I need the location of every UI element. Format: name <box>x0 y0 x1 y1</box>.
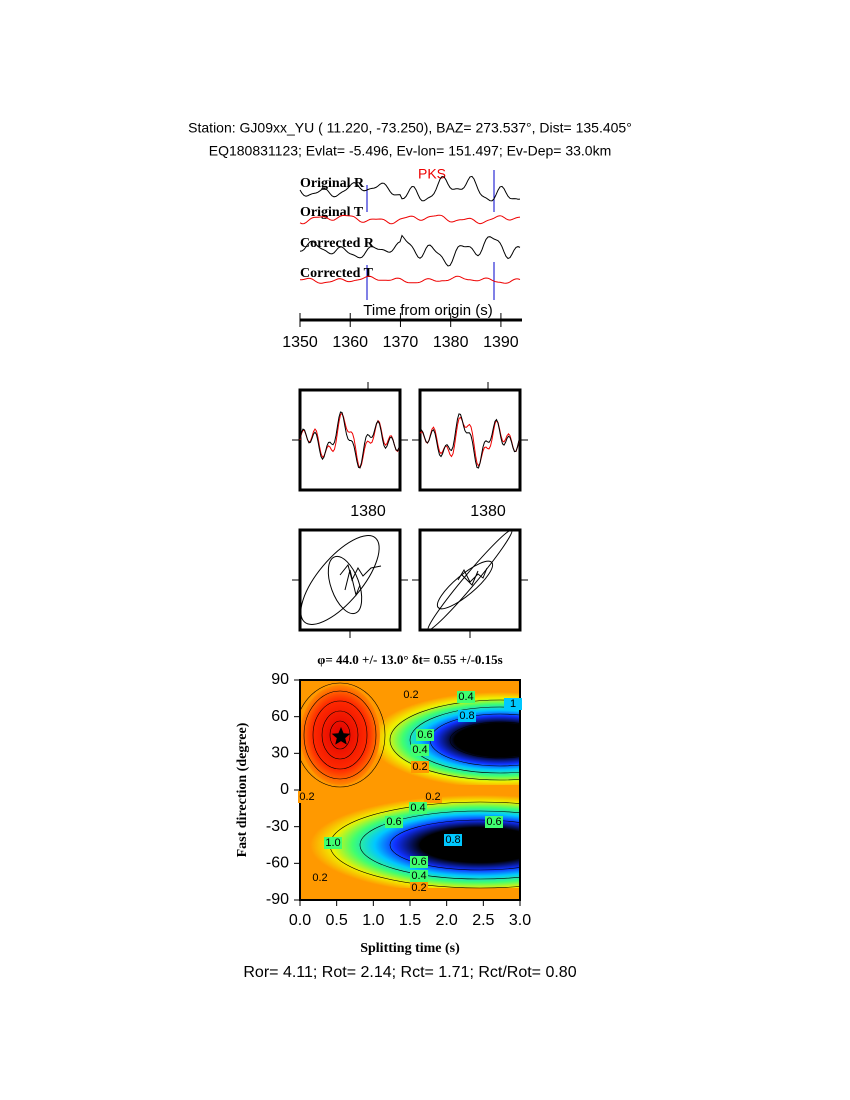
header-line: Station: GJ09xx_YU ( 11.220, -73.250), B… <box>188 120 632 136</box>
particle-motion <box>427 529 513 631</box>
contour-label-bg <box>411 761 429 773</box>
best-fit-star <box>331 727 351 745</box>
contour-fill <box>300 785 520 795</box>
contour-label: 1 <box>510 698 516 710</box>
contour-label-bg <box>411 744 429 756</box>
waveform <box>419 413 520 469</box>
panel-frame <box>298 528 402 632</box>
contour-label: 0.2 <box>299 791 314 803</box>
waveform <box>299 412 400 469</box>
contour-label-bg <box>311 872 329 884</box>
contour-label-bg <box>410 882 428 894</box>
contour-label-bg <box>385 816 403 828</box>
y-tick-label: 90 <box>271 671 289 688</box>
waveform-panels: 1380 1380 <box>292 382 528 638</box>
waveform <box>299 214 521 225</box>
contour-label-bg <box>298 791 316 803</box>
y-tick-label: 0 <box>280 781 289 798</box>
x-tick-label: 1380 <box>350 503 386 520</box>
contour-label: 0.4 <box>411 870 426 882</box>
waveform <box>299 275 521 284</box>
y-tick-label: -60 <box>266 855 289 872</box>
x-tick-label: 1380 <box>433 334 469 351</box>
x-tick-label: 1390 <box>483 334 519 351</box>
header-line: EQ180831123; Evlat= -5.496, Ev-lon= 151.… <box>209 143 612 159</box>
contour-label: 0.2 <box>312 872 327 884</box>
contour-label: 0.4 <box>412 744 427 756</box>
waveform <box>299 411 400 469</box>
waveform <box>299 234 521 267</box>
x-axis-label: Splitting time (s) <box>360 941 460 956</box>
particle-motion <box>457 567 488 586</box>
contour-label: 0.2 <box>403 689 418 701</box>
y-tick-label: 60 <box>271 708 289 725</box>
contour-label: 1.0 <box>325 837 340 849</box>
x-tick-label: 1.0 <box>362 912 384 929</box>
x-tick-label: 1.5 <box>399 912 421 929</box>
contour-fill <box>370 692 520 788</box>
particle-motion <box>300 535 380 625</box>
contour-label: 0.4 <box>410 802 425 814</box>
contour-label-bg <box>410 856 428 868</box>
contour-label-bg <box>416 729 434 741</box>
x-tick-label: 1350 <box>282 334 318 351</box>
contour-label: 0.6 <box>386 816 401 828</box>
contour-fill <box>310 795 520 895</box>
particle-motion <box>327 555 363 615</box>
particle-motion <box>339 563 382 597</box>
contour-label-bg <box>424 791 442 803</box>
y-axis-label: Fast direction (degree) <box>235 722 250 857</box>
particle-motion <box>436 560 494 610</box>
grid-search: φ= 44.0 +/- 13.0° δt= 0.55 +/-0.15s Spli… <box>235 652 521 956</box>
trace-label: Corrected T <box>300 266 374 281</box>
contour-label: 0.6 <box>486 816 501 828</box>
x-tick-label: 3.0 <box>509 912 531 929</box>
contour-label: 0.6 <box>411 856 426 868</box>
contour-label-bg <box>410 870 428 882</box>
contour-label-bg <box>409 802 427 814</box>
contour-label-bg <box>457 691 475 703</box>
y-tick-label: -90 <box>266 891 289 908</box>
contour-label: 0.6 <box>417 729 432 741</box>
contour-label-bg <box>402 689 420 701</box>
phase-label: PKS <box>418 166 446 182</box>
x-tick-label: 2.0 <box>436 912 458 929</box>
trace-label: Original T <box>300 205 364 220</box>
contour-label-bg <box>324 837 342 849</box>
contour-label-bg <box>485 816 503 828</box>
x-tick-label: 0.0 <box>289 912 311 929</box>
contour-lines <box>300 682 520 889</box>
contour-map <box>300 680 520 900</box>
contour-label: 0.2 <box>412 761 427 773</box>
chart-title: φ= 44.0 +/- 13.0° δt= 0.55 +/-0.15s <box>317 652 502 667</box>
x-tick-label: 0.5 <box>326 912 348 929</box>
contour-label: 0.2 <box>425 791 440 803</box>
x-tick-label: 2.5 <box>472 912 494 929</box>
contour-label-bg <box>458 710 476 722</box>
y-tick-label: -30 <box>266 818 289 835</box>
x-axis-label: Time from origin (s) <box>363 302 492 319</box>
contour-label: 0.4 <box>458 691 473 703</box>
contour-label-bg <box>504 698 522 710</box>
trace-label: Original R <box>300 176 365 191</box>
waveform <box>299 175 521 202</box>
x-tick-label: 1370 <box>383 334 419 351</box>
waveform <box>419 416 520 467</box>
x-tick-label: 1360 <box>332 334 368 351</box>
x-tick-label: 1380 <box>470 503 506 520</box>
y-tick-label: 30 <box>271 745 289 762</box>
contour-label: 0.8 <box>459 710 474 722</box>
contour-label: 0.8 <box>445 834 460 846</box>
footer: Ror= 4.11; Rot= 2.14; Rct= 1.71; Rct/Rot… <box>243 964 576 981</box>
contour-label: 0.2 <box>411 882 426 894</box>
contour-label-bg <box>444 834 462 846</box>
